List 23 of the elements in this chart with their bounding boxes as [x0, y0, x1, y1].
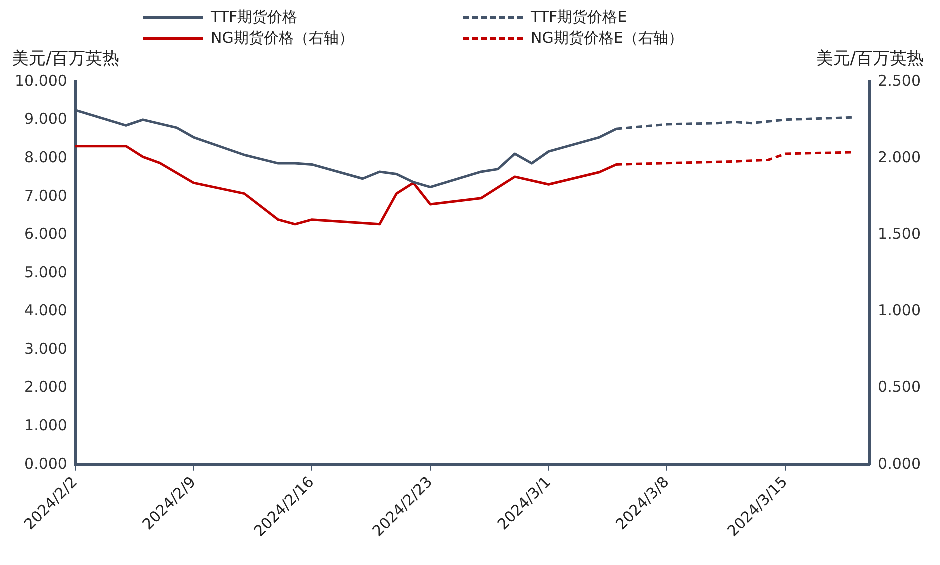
y-tick-label: 0.000 [24, 454, 68, 473]
y2-tick-label: 1.500 [878, 225, 922, 244]
y-tick-label: 9.000 [24, 110, 68, 128]
y-tick-label: 8.000 [24, 148, 68, 166]
legend-label: NG期货价格（右轴） [211, 29, 354, 48]
legend-label: NG期货价格E（右轴） [531, 29, 684, 48]
y-tick-label: 4.000 [24, 302, 68, 320]
y-tick-label: 6.000 [24, 225, 68, 244]
y2-tick-label: 0.500 [878, 378, 922, 396]
y-tick-label: 1.000 [24, 416, 68, 434]
y2-tick-label: 2.000 [878, 148, 922, 166]
y-tick-label: 2.000 [24, 378, 68, 396]
y-tick-label: 5.000 [24, 263, 68, 282]
y2-axis-title: 美元/百万英热 [816, 48, 924, 69]
y-axis-title: 美元/百万英热 [12, 48, 120, 69]
legend-label: TTF期货价格 [211, 8, 298, 27]
y2-tick-label: 2.500 [878, 72, 922, 90]
y2-tick-label: 0.000 [878, 454, 922, 473]
y-tick-label: 10.000 [14, 72, 68, 90]
legend-label: TTF期货价格E [531, 8, 628, 27]
y-tick-label: 3.000 [24, 340, 68, 358]
y-tick-label: 7.000 [24, 186, 68, 205]
y2-tick-label: 1.000 [878, 302, 922, 320]
